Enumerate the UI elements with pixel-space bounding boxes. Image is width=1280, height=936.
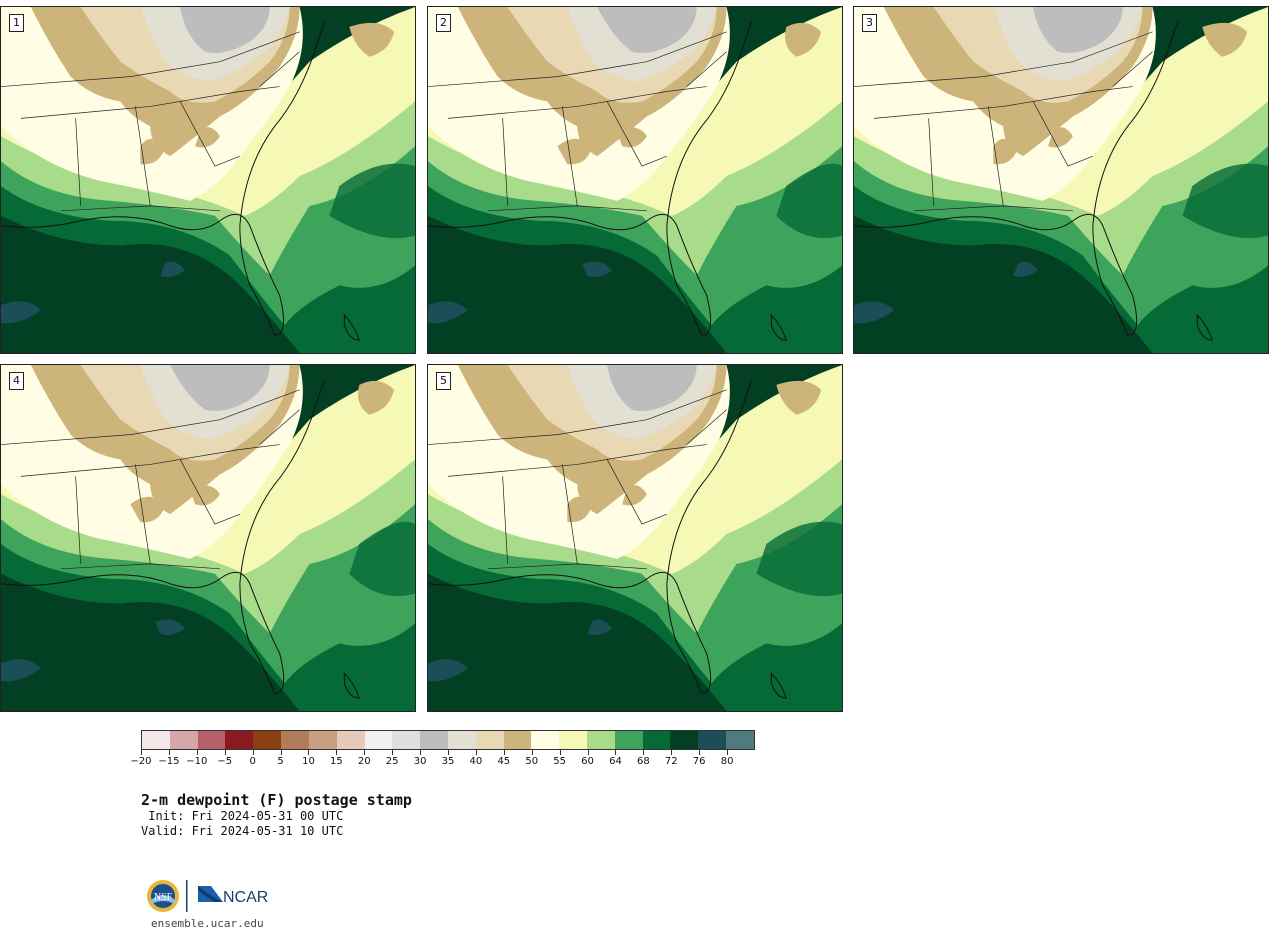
colorbar-swatch (447, 731, 476, 749)
panel-label: 3 (862, 14, 877, 32)
colorbar-swatch (670, 731, 699, 749)
colorbar-tick-label: 15 (329, 756, 343, 767)
colorbar-tick-mark (308, 750, 310, 755)
colorbar-ticks: −20 −15 −10 −5 0 5 10 15 20 25 30 35 40 45 50 55 60 64 68 7… (130, 750, 755, 770)
chart-title: 2-m dewpoint (F) postage stamp (141, 791, 412, 809)
map-panel-1: 1 (0, 6, 416, 354)
map-panel-4: 4 (0, 364, 416, 712)
panel-label: 5 (436, 372, 451, 390)
colorbar-tick-mark (503, 750, 505, 755)
colorbar-swatch (475, 731, 504, 749)
colorbar-swatch (197, 731, 226, 749)
colorbar-tick-label: 5 (277, 756, 284, 767)
colorbar-tick-mark (615, 750, 617, 755)
map-panel-5: 5 (427, 364, 843, 712)
colorbar-tick-mark (671, 750, 673, 755)
colorbar-swatch (225, 731, 254, 749)
colorbar-tick-mark (336, 750, 338, 755)
colorbar-tick-mark (559, 750, 561, 755)
colorbar-tick-mark (531, 750, 533, 755)
colorbar-tick-mark (168, 750, 170, 755)
colorbar-swatch (587, 731, 615, 749)
colorbar-swatch (531, 731, 560, 749)
colorbar-tick-label: 10 (302, 756, 315, 767)
website-url: ensemble.ucar.edu (151, 917, 264, 930)
colorbar-tick-label: −10 (186, 756, 208, 767)
colorbar-tick-label: 80 (720, 756, 734, 767)
colorbar-tick-label: 45 (497, 756, 511, 767)
colorbar (141, 730, 755, 750)
colorbar-swatch (392, 731, 421, 749)
colorbar-tick-mark (141, 750, 142, 755)
colorbar-tick-mark (475, 750, 477, 755)
colorbar-tick-mark (420, 750, 422, 755)
nsf-ncar-logo: NSF NCAR (145, 876, 275, 916)
colorbar-tick-mark (224, 750, 226, 755)
colorbar-swatch (308, 731, 337, 749)
colorbar-tick-mark (280, 750, 282, 755)
colorbar-tick-label: 72 (664, 756, 678, 767)
colorbar-tick-label: 55 (553, 756, 566, 767)
colorbar-tick-mark (448, 750, 449, 755)
ncar-logo-icon: NCAR (198, 886, 268, 906)
map-panel-2: 2 (427, 6, 843, 354)
panel-label: 2 (436, 14, 451, 32)
colorbar-tick-label: −20 (130, 756, 152, 767)
colorbar-tick-label: −15 (158, 756, 180, 767)
colorbar-swatch (559, 731, 587, 749)
colorbar-swatch (336, 731, 365, 749)
colorbar-swatch (253, 731, 282, 749)
svg-text:NSF: NSF (154, 892, 173, 903)
colorbar-swatch (503, 731, 532, 749)
colorbar-swatch (698, 731, 727, 749)
colorbar-swatch (420, 731, 448, 749)
colorbar-swatch (614, 731, 643, 749)
colorbar-tick-mark (364, 750, 366, 755)
colorbar-tick-label: 76 (692, 756, 706, 767)
colorbar-tick-label: 35 (441, 756, 455, 767)
valid-time: Valid: Fri 2024-05-31 10 UTC (141, 824, 344, 838)
colorbar-tick-mark (252, 750, 254, 755)
nsf-logo-icon: NSF (147, 880, 179, 912)
colorbar-tick-mark (643, 750, 645, 755)
colorbar-swatch (726, 731, 754, 749)
panel-label: 1 (9, 14, 24, 32)
colorbar-tick-label: −5 (217, 756, 233, 767)
colorbar-tick-mark (727, 750, 729, 755)
init-time: Init: Fri 2024-05-31 00 UTC (141, 809, 344, 823)
colorbar-tick-mark (699, 750, 701, 755)
colorbar-swatch (142, 731, 170, 749)
colorbar-tick-label: 64 (609, 756, 622, 767)
colorbar-swatch (169, 731, 198, 749)
colorbar-tick-label: 0 (249, 756, 256, 767)
colorbar-tick-label: 68 (636, 756, 650, 767)
colorbar-tick-label: 60 (581, 756, 594, 767)
colorbar-tick-mark (196, 750, 198, 755)
colorbar-tick-label: 50 (525, 756, 539, 767)
colorbar-tick-label: 25 (385, 756, 399, 767)
map-panel-3: 3 (853, 6, 1269, 354)
colorbar-tick-label: 30 (413, 756, 427, 767)
colorbar-tick-mark (392, 750, 394, 755)
colorbar-tick-label: 20 (357, 756, 371, 767)
colorbar-tick-mark (587, 750, 589, 755)
colorbar-swatch (364, 731, 393, 749)
panel-label: 4 (9, 372, 24, 390)
colorbar-swatch (281, 731, 309, 749)
colorbar-swatch (642, 731, 671, 749)
svg-text:NCAR: NCAR (223, 889, 268, 906)
colorbar-tick-label: 40 (469, 756, 483, 767)
